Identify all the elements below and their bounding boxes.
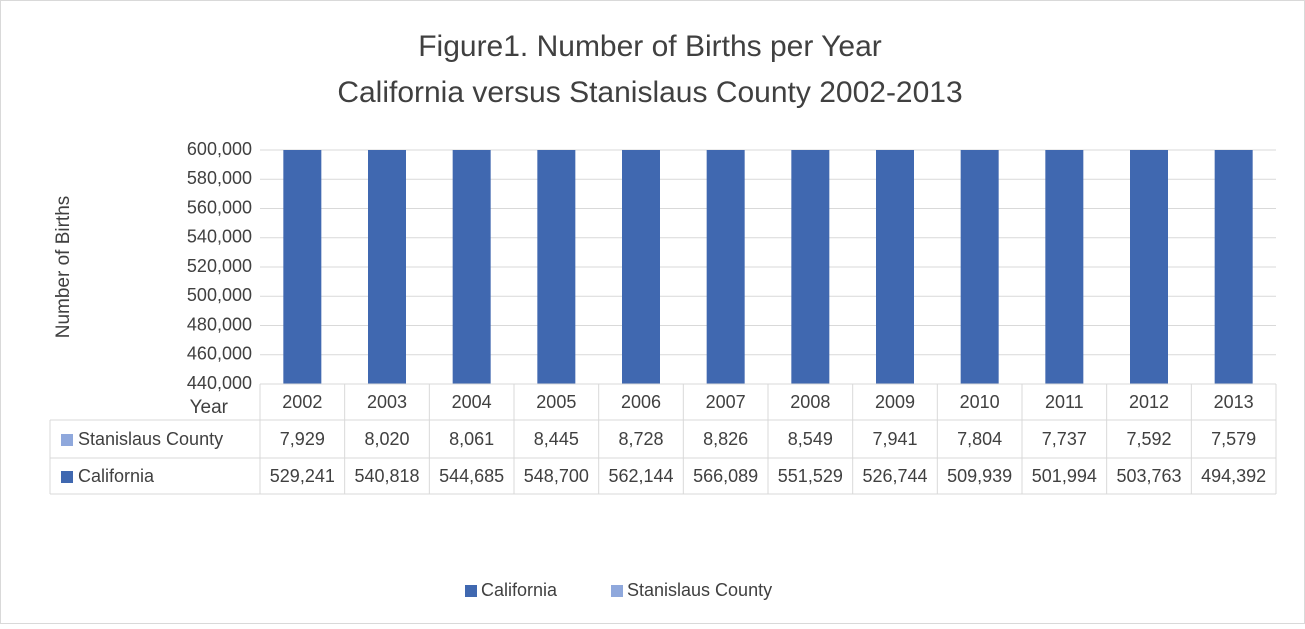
y-tick-label: 500,000 xyxy=(187,285,252,305)
legend-key xyxy=(611,585,623,597)
x-tick-label: 2006 xyxy=(621,392,661,412)
legend-key xyxy=(465,585,477,597)
bar-segment xyxy=(452,150,491,384)
table-value: 551,529 xyxy=(778,466,843,486)
y-tick-label: 480,000 xyxy=(187,314,252,334)
bar-segment xyxy=(1130,150,1168,384)
x-tick-label: 2005 xyxy=(536,392,576,412)
x-tick-label: 2012 xyxy=(1129,392,1169,412)
x-tick-label: 2003 xyxy=(367,392,407,412)
table-value: 494,392 xyxy=(1201,466,1266,486)
x-tick-label: 2009 xyxy=(875,392,915,412)
table-value: 566,089 xyxy=(693,466,758,486)
x-tick-label: 2002 xyxy=(282,392,322,412)
x-tick-label: 2008 xyxy=(790,392,830,412)
bar-segment xyxy=(960,150,999,384)
table-value: 548,700 xyxy=(524,466,589,486)
x-tick-label: 2004 xyxy=(452,392,492,412)
chart-subtitle: California versus Stanislaus County 2002… xyxy=(337,76,962,109)
table-series-name: Stanislaus County xyxy=(78,429,223,449)
legend-label: California xyxy=(481,580,558,600)
x-tick-label: 2011 xyxy=(1045,392,1084,412)
legend-label: Stanislaus County xyxy=(627,580,772,600)
table-value: 540,818 xyxy=(354,466,419,486)
x-tick-label: 2007 xyxy=(706,392,746,412)
table-value: 7,737 xyxy=(1042,429,1087,449)
bar-segment xyxy=(791,150,830,384)
table-value: 544,685 xyxy=(439,466,504,486)
bar-segment xyxy=(622,150,660,384)
x-tick-label: 2010 xyxy=(960,392,1000,412)
table-legend-key xyxy=(61,434,73,446)
table-value: 562,144 xyxy=(608,466,673,486)
table-value: 529,241 xyxy=(270,466,335,486)
bar-segment xyxy=(706,150,745,384)
table-series-name: California xyxy=(78,466,155,486)
bar-segment xyxy=(283,150,322,384)
table-value: 8,549 xyxy=(788,429,833,449)
table-value: 501,994 xyxy=(1032,466,1097,486)
y-tick-label: 600,000 xyxy=(187,139,252,159)
table-value: 8,020 xyxy=(364,429,409,449)
y-tick-label: 520,000 xyxy=(187,256,252,276)
table-legend-key xyxy=(61,471,73,483)
table-value: 509,939 xyxy=(947,466,1012,486)
chart-title: Figure1. Number of Births per Year xyxy=(418,30,882,63)
table-value: 7,929 xyxy=(280,429,325,449)
y-tick-label: 460,000 xyxy=(187,344,252,364)
table-value: 8,061 xyxy=(449,429,494,449)
table-value: 7,941 xyxy=(872,429,917,449)
table-value: 7,804 xyxy=(957,429,1002,449)
table-value: 8,728 xyxy=(618,429,663,449)
bar-segment xyxy=(1045,150,1084,384)
table-value: 503,763 xyxy=(1116,466,1181,486)
x-axis-title: Year xyxy=(190,397,229,418)
table-value: 7,592 xyxy=(1126,429,1171,449)
y-tick-label: 440,000 xyxy=(187,373,252,393)
y-tick-label: 560,000 xyxy=(187,197,252,217)
table-value: 526,744 xyxy=(862,466,927,486)
y-axis-title: Number of Births xyxy=(53,196,74,339)
bar-segment xyxy=(537,150,576,384)
table-value: 7,579 xyxy=(1211,429,1256,449)
x-tick-label: 2013 xyxy=(1214,392,1254,412)
y-tick-label: 580,000 xyxy=(187,168,252,188)
table-value: 8,445 xyxy=(534,429,579,449)
y-tick-label: 540,000 xyxy=(187,227,252,247)
table-value: 8,826 xyxy=(703,429,748,449)
bar-segment xyxy=(1214,150,1253,384)
bar-segment xyxy=(368,150,406,384)
bar-segment xyxy=(876,150,914,384)
